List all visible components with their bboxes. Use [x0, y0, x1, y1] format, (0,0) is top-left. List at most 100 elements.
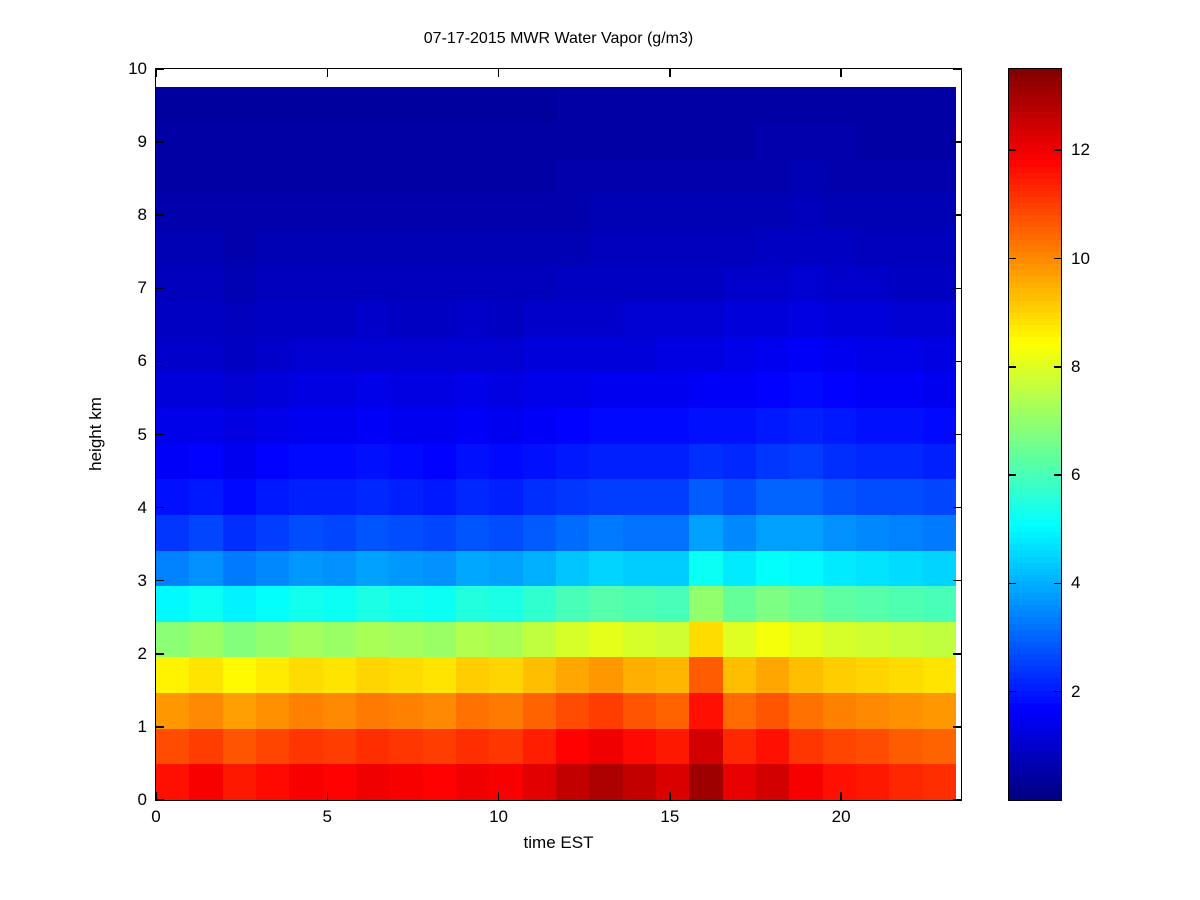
heatmap-cell [822, 336, 857, 373]
heatmap-cell [522, 693, 557, 729]
heatmap-cell [522, 479, 557, 515]
colorbar-segment [1009, 605, 1061, 612]
colorbar-segment [1009, 318, 1061, 325]
heatmap-cell [222, 479, 257, 515]
heatmap-cell [389, 586, 423, 622]
colorbar-tick [1009, 690, 1016, 693]
heatmap-cell [489, 158, 523, 195]
heatmap-cell [689, 621, 723, 658]
heatmap-cell [756, 514, 790, 551]
heatmap-cell [789, 550, 823, 587]
heatmap-cell [322, 372, 357, 408]
colorbar-segment [1009, 337, 1061, 344]
heatmap-cell [156, 87, 190, 123]
heatmap-cell [489, 621, 523, 658]
heatmap-cell [189, 158, 223, 195]
colorbar-segment [1009, 166, 1061, 173]
heatmap-cell [489, 657, 523, 694]
heatmap-cell [789, 764, 823, 800]
heatmap-cell [256, 443, 290, 480]
heatmap-cell [856, 301, 890, 337]
heatmap-cell [822, 728, 857, 765]
colorbar-segment [1009, 264, 1061, 271]
heatmap-cell [922, 550, 957, 587]
heatmap-cell [756, 87, 790, 123]
colorbar-tick [1009, 366, 1016, 368]
heatmap-cell [589, 158, 623, 195]
heatmap-cell [356, 87, 390, 123]
heatmap-cell [556, 194, 590, 230]
colorbar-segment [1009, 196, 1061, 204]
heatmap-cell [256, 265, 290, 302]
colorbar-segment [1009, 733, 1061, 740]
heatmap-cell [389, 372, 423, 408]
heatmap-cell [222, 87, 257, 123]
heatmap-cell [322, 158, 357, 195]
colorbar: 2 4 6 8 10 12 [1008, 68, 1090, 801]
heatmap-cell [356, 265, 390, 302]
colorbar-segment [1009, 349, 1061, 356]
colorbar-segment [1009, 434, 1061, 441]
heatmap-cell [789, 229, 823, 266]
heatmap-cell [856, 443, 890, 480]
heatmap-cell [589, 693, 623, 729]
heatmap-cell [222, 764, 257, 800]
colorbar-segment [1009, 81, 1061, 88]
heatmap-cell [656, 194, 690, 230]
heatmap-cell [856, 372, 890, 408]
heatmap-cell [722, 122, 757, 159]
heatmap-cell [622, 229, 657, 266]
heatmap-cell [489, 693, 523, 729]
heatmap-cell [322, 122, 357, 159]
colorbar-segment [1009, 562, 1061, 569]
colorbar-segment [1009, 647, 1061, 654]
axis-tick [156, 506, 164, 509]
heatmap-cell [689, 87, 723, 123]
heatmap-cell [922, 265, 957, 302]
heatmap-cell [189, 728, 223, 765]
heatmap-cell [256, 229, 290, 266]
colorbar-segment [1009, 751, 1061, 758]
heatmap-cell [889, 122, 923, 159]
colorbar-segment [1009, 428, 1061, 435]
y-tick-label: 10 [128, 59, 147, 78]
colorbar-tick [1009, 149, 1016, 151]
colorbar-segment [1009, 678, 1061, 685]
axis-tick [953, 506, 961, 509]
heatmap-cell [756, 301, 790, 337]
heatmap-cell [822, 479, 857, 515]
heatmap-cell [422, 372, 457, 408]
heatmap-cell [689, 372, 723, 408]
axis-tick [953, 799, 961, 801]
heatmap-cell [622, 586, 657, 622]
heatmap-cell [856, 229, 890, 266]
colorbar-segment [1009, 745, 1061, 752]
heatmap-cell [289, 194, 323, 230]
heatmap-cell [222, 728, 257, 765]
heatmap-cell [722, 336, 757, 373]
axis-tick [156, 141, 164, 143]
heatmap-cell [822, 301, 857, 337]
heatmap-cell [656, 408, 690, 444]
heatmap-cell [222, 194, 257, 230]
heatmap-cell [656, 336, 690, 373]
heatmap-cell [322, 408, 357, 444]
colorbar-segment [1009, 477, 1061, 484]
heatmap-cell [256, 372, 290, 408]
heatmap-cell [489, 408, 523, 444]
heatmap-cell [589, 657, 623, 694]
colorbar-segment [1009, 714, 1061, 722]
heatmap-cell [756, 229, 790, 266]
axis-tick [156, 433, 164, 436]
x-axis-label: time EST [523, 833, 594, 852]
heatmap-cell [256, 336, 290, 373]
heatmap-cell [422, 479, 457, 515]
heatmap-cell [589, 372, 623, 408]
heatmap-cell [489, 372, 523, 408]
heatmap-cell [522, 372, 557, 408]
colorbar-segment [1009, 471, 1061, 478]
colorbar-segment [1009, 452, 1061, 459]
plot-area: 0 5 10 15 20 0 1 2 3 4 5 6 7 8 9 10 [128, 59, 962, 826]
heatmap-cell [156, 194, 190, 230]
y-tick-label: 2 [137, 643, 147, 663]
